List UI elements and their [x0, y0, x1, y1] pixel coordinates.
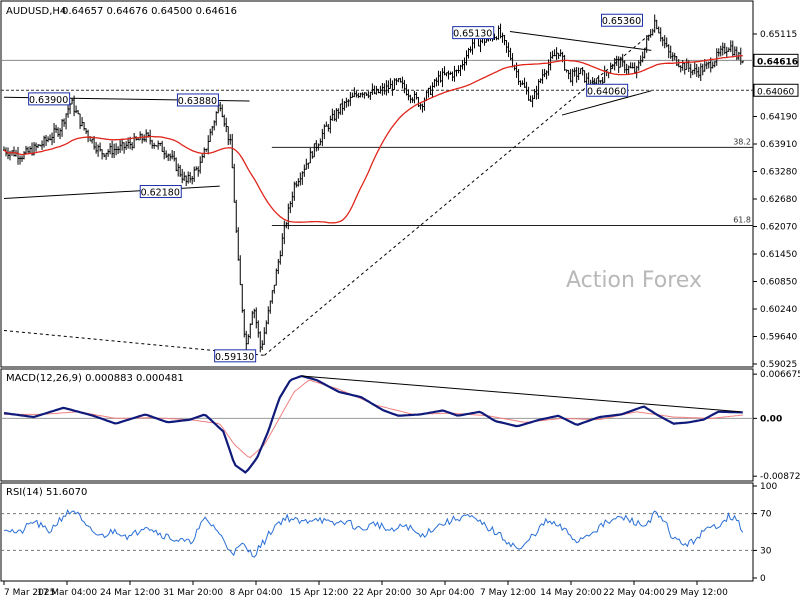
macd-y-tick-label: 0.00 — [760, 414, 782, 424]
rsi-panel: RSI(14) 51.6070 100 70 30 0 — [0, 482, 777, 584]
y-tick-label: 0.62680 — [760, 195, 797, 205]
y-tick-label: 0.60850 — [760, 278, 797, 288]
y-tick-label: 0.65115 — [760, 30, 797, 40]
x-tick-label: 17 Mar 04:00 — [37, 588, 97, 598]
quote-ohlc: 0.64657 0.64676 0.64500 0.64616 — [62, 6, 237, 17]
x-tick-label: 31 Mar 20:00 — [163, 588, 223, 598]
price-label-box — [601, 13, 644, 27]
last-price-tag — [753, 53, 799, 67]
macd-main-line — [3, 374, 743, 474]
x-tick-label: 14 May 20:00 — [540, 588, 602, 598]
x-tick-label: 29 May 12:00 — [666, 588, 728, 598]
main-panel: AUDUSD,H4 0.64657 0.64676 0.64500 0.6461… — [0, 0, 799, 370]
rsi-y-tick-label: 30 — [760, 546, 772, 556]
x-tick-label: 15 Apr 12:00 — [290, 588, 349, 598]
trendline — [561, 90, 652, 116]
price-label-box — [452, 26, 495, 40]
fib-level-label: 38.2 — [733, 137, 751, 146]
macd-trendline — [301, 375, 741, 413]
y-tick-label: 0.62070 — [760, 223, 797, 233]
rsi-y-tick-label: 0 — [760, 574, 766, 584]
price-label: 0.62180 — [141, 188, 180, 199]
y-tick-label: 0.60240 — [760, 305, 797, 315]
y-tick-label: 0.63910 — [760, 140, 797, 150]
fib-level-label: 61.8 — [733, 215, 751, 224]
symbol-title: AUDUSD,H4 — [6, 6, 66, 17]
price-label-box — [214, 349, 257, 363]
price-label: 0.63900 — [29, 95, 68, 106]
price-label-box — [28, 92, 71, 106]
macd-y-tick-label: 0.006675 — [760, 370, 800, 380]
x-tick-label: 8 Apr 04:00 — [230, 588, 283, 598]
macd-panel: MACD(12,26,9) 0.000883 0.000481 0.006675… — [0, 368, 800, 482]
y-tick-label: 0.64190 — [760, 113, 797, 123]
price-label: 0.59130 — [215, 352, 254, 363]
price-label-box — [586, 83, 629, 97]
price-label: 0.65360 — [602, 16, 641, 27]
x-tick-label: 7 May 12:00 — [480, 588, 536, 598]
trendline — [3, 185, 220, 200]
price-label: 0.64060 — [587, 86, 626, 97]
rsi-line — [3, 508, 744, 558]
moving-average-line — [3, 55, 743, 224]
y-tick-label: 0.59640 — [760, 333, 797, 343]
y-tick-label: 0.63280 — [760, 168, 797, 178]
macd-y-tick-label: -0.008724 — [760, 472, 800, 482]
level-tag-label: 0.64060 — [757, 87, 794, 97]
last-price-label: 0.64616 — [757, 57, 798, 67]
rsi-y-tick-label: 100 — [760, 482, 777, 492]
watermark: Action Forex — [566, 268, 702, 293]
x-tick-label: 22 Apr 20:00 — [353, 588, 412, 598]
price-label-box — [176, 93, 219, 107]
price-label: 0.65130 — [453, 29, 492, 40]
price-label: 0.63880 — [178, 96, 217, 107]
rsi-y-tick-label: 70 — [760, 510, 772, 520]
trendline — [509, 31, 652, 51]
price-label-box — [139, 185, 182, 199]
macd-title: MACD(12,26,9) 0.000883 0.000481 — [6, 373, 184, 384]
x-tick-label: 30 Apr 04:00 — [416, 588, 475, 598]
level-tag — [753, 83, 799, 97]
y-tick-label: 0.61450 — [760, 250, 797, 260]
y-tick-label: 0.59025 — [760, 360, 797, 370]
rsi-title: RSI(14) 51.6070 — [6, 487, 87, 498]
x-tick-label: 24 Mar 12:00 — [100, 588, 160, 598]
x-tick-label: 7 Mar 2025 — [4, 588, 55, 598]
x-tick-label: 22 May 04:00 — [603, 588, 665, 598]
